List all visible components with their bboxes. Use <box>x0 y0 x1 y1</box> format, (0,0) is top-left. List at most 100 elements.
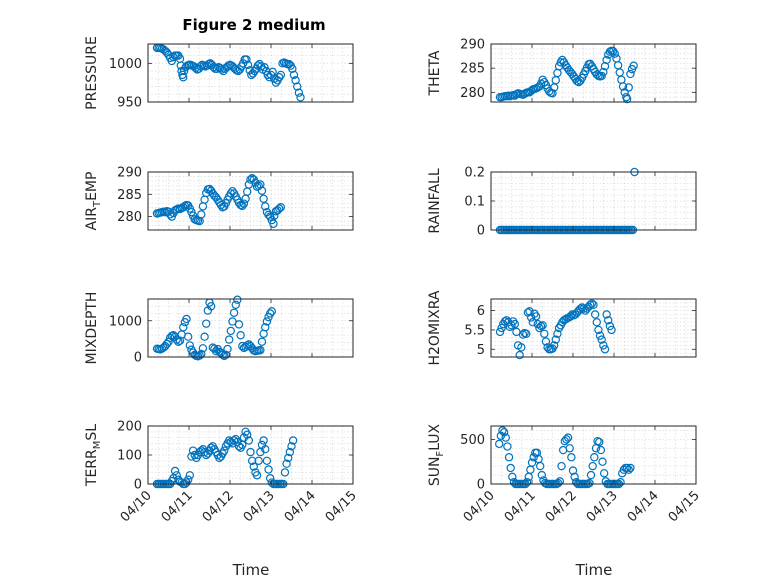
data-point <box>537 470 547 480</box>
data-point <box>288 64 297 73</box>
data-point <box>607 325 616 335</box>
data-point <box>234 320 244 329</box>
data-point <box>605 321 615 331</box>
data-point <box>275 204 284 213</box>
data-point <box>557 461 566 471</box>
data-point <box>554 478 563 488</box>
y-tick-label: 1000 <box>109 314 142 329</box>
data-point <box>503 442 512 451</box>
y-axis-label: SUNFLUX <box>427 423 446 486</box>
data-point <box>540 329 549 338</box>
data-point <box>264 465 273 474</box>
y-tick-label: 285 <box>460 62 485 77</box>
data-point <box>622 94 632 104</box>
data-point <box>536 461 545 471</box>
data-point <box>597 335 606 344</box>
data-point <box>202 319 211 328</box>
subplot-h2omixra: 5 5.5 6 H2OMIXRA <box>427 290 697 366</box>
data-point <box>285 447 295 457</box>
data-point <box>243 60 253 70</box>
subplot-sun-flux: 0 500 04/10 04/11 04/12 04/13 04/14 04/15 SUNFLU… <box>427 423 703 525</box>
data-point <box>599 67 608 77</box>
y-tick-label: 6 <box>477 304 485 319</box>
data-point <box>553 329 562 338</box>
subplot-air-temp: 280 285 290 AIRTEMP <box>84 166 354 231</box>
data-point <box>246 447 255 457</box>
x-tick-label: 04/10 <box>461 488 498 525</box>
y-tick-label: 0 <box>134 351 142 366</box>
subplot-theta: 280 285 290 THETA <box>427 38 697 104</box>
data-point <box>598 457 607 466</box>
data-point <box>522 329 531 338</box>
data-point <box>195 351 204 360</box>
data-point <box>595 437 604 447</box>
data-point <box>563 433 573 442</box>
data-point <box>595 331 605 340</box>
data-point <box>590 310 600 319</box>
axes-frame <box>147 171 354 231</box>
data-point <box>532 448 542 457</box>
data-point <box>585 478 594 488</box>
data-point <box>179 323 188 332</box>
x-tick-label: 04/12 <box>200 488 237 525</box>
y-axis-label: PRESSURE <box>84 36 100 110</box>
data-point <box>624 83 633 92</box>
data-point <box>616 478 625 487</box>
y-tick-label: 5.5 <box>464 323 485 338</box>
data-point <box>183 475 193 484</box>
data-point <box>600 345 610 354</box>
axes-background <box>491 426 696 484</box>
data-point <box>510 319 519 329</box>
data-point <box>610 49 620 58</box>
data-point <box>218 350 227 360</box>
data-point <box>548 89 557 98</box>
data-point <box>170 466 180 476</box>
data-point <box>512 90 521 99</box>
data-point <box>206 302 216 311</box>
x-axis-label-right: Time <box>575 561 613 579</box>
data-point <box>262 456 272 465</box>
y-axis-label: RAINFALL <box>427 168 443 233</box>
data-point <box>599 469 609 478</box>
data-point <box>551 335 560 344</box>
data-point <box>495 327 505 337</box>
data-point <box>586 470 596 480</box>
data-point <box>172 471 181 480</box>
data-point <box>244 436 254 445</box>
data-point <box>259 436 268 445</box>
axes-frame <box>490 425 697 485</box>
y-axis-label: H2OMIXRA <box>427 290 443 365</box>
data-point <box>223 344 232 354</box>
y-tick-label: 1000 <box>109 57 142 72</box>
data-point <box>257 337 267 346</box>
data-point <box>587 299 597 308</box>
data-point <box>501 433 510 442</box>
data-point <box>261 323 270 332</box>
data-point <box>495 439 504 449</box>
data-point <box>275 73 284 82</box>
axes-frame <box>147 298 354 358</box>
data-point <box>562 435 571 444</box>
data-point <box>570 472 579 482</box>
data-point <box>217 65 226 74</box>
axes-frame <box>490 43 697 103</box>
data-point <box>506 463 515 473</box>
data-point <box>183 332 193 341</box>
data-point <box>284 453 293 463</box>
data-point <box>175 336 185 345</box>
data-point <box>624 465 633 474</box>
data-point <box>531 312 541 321</box>
y-tick-label: 200 <box>117 420 142 435</box>
data-point <box>622 463 632 473</box>
data-point <box>256 180 265 189</box>
data-point <box>499 428 509 437</box>
axes-frame <box>147 43 354 103</box>
x-tick-label: 04/15 <box>323 488 360 525</box>
data-point <box>247 456 257 465</box>
y-tick-label: 285 <box>117 188 142 203</box>
data-point <box>276 70 286 80</box>
data-point <box>291 76 300 85</box>
data-point <box>538 321 547 330</box>
data-point <box>579 304 588 313</box>
data-point <box>626 69 635 79</box>
